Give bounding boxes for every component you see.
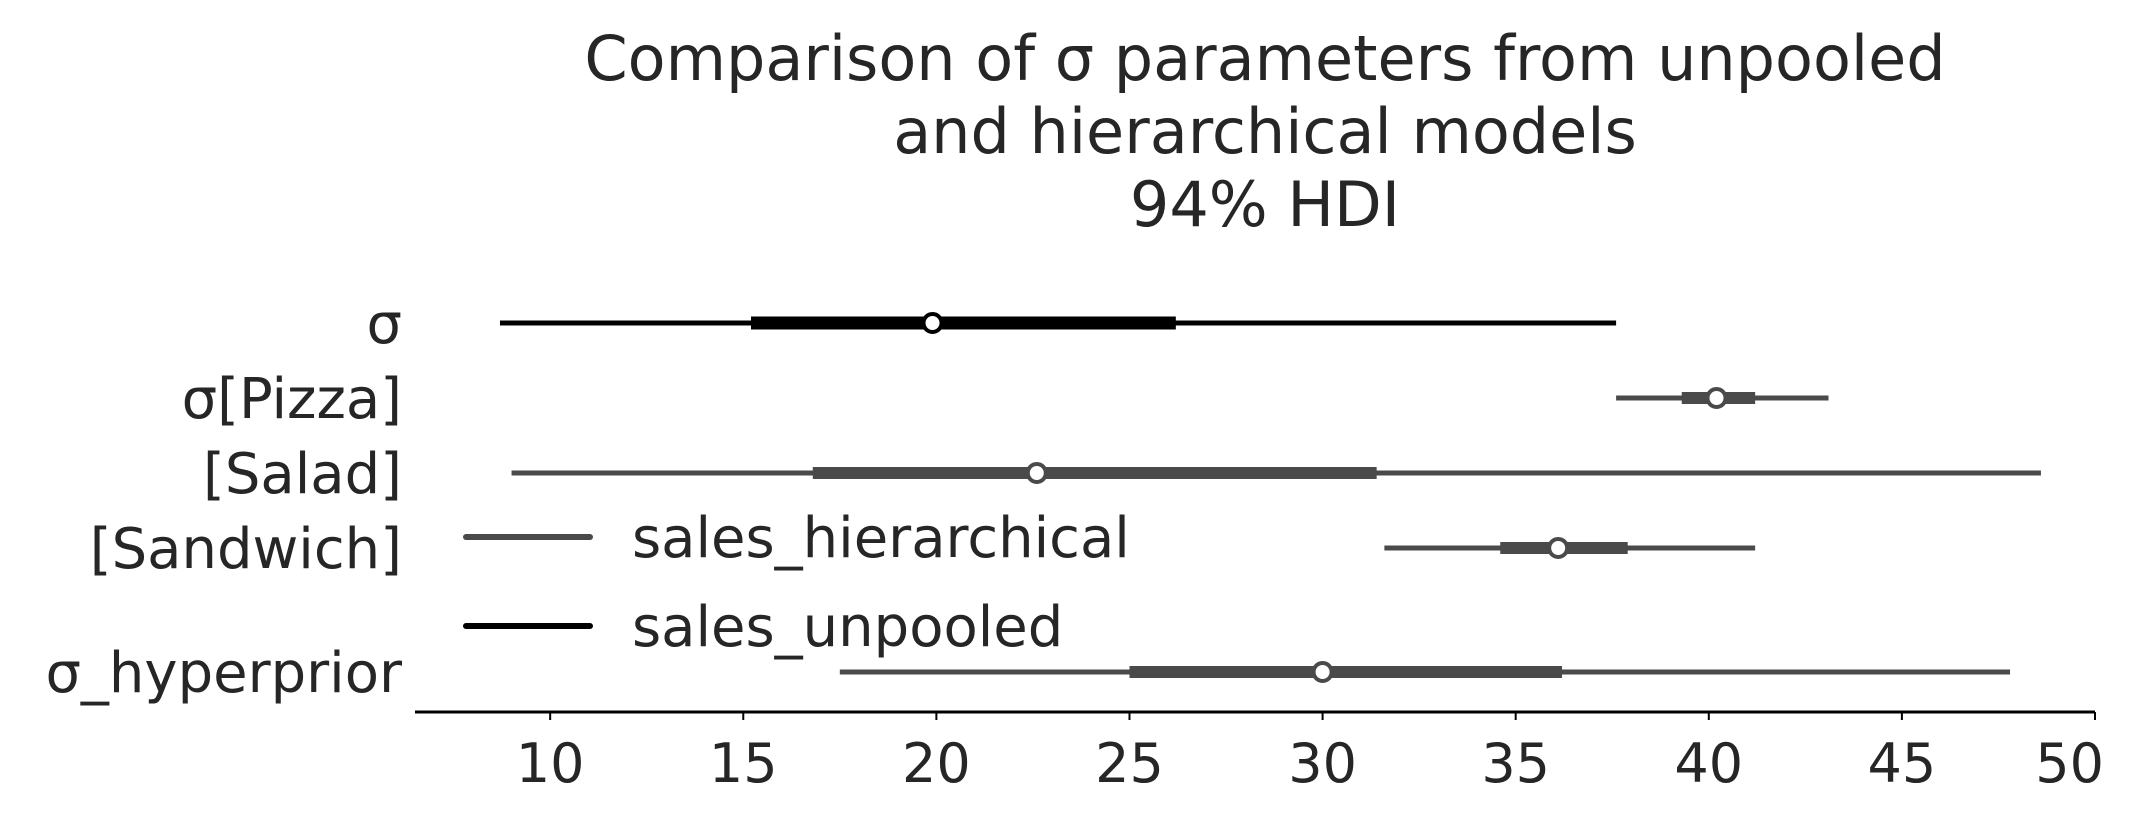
title-line-2: and hierarchical models bbox=[893, 95, 1637, 168]
row-label-hyperprior-4: σ_hyperprior bbox=[45, 641, 403, 706]
x-tick-50: 50 bbox=[2035, 712, 2104, 795]
point-estimate-sigma-0 bbox=[921, 312, 944, 334]
point-estimate-hyperprior-4 bbox=[1311, 661, 1334, 683]
x-tick-20: 20 bbox=[902, 712, 971, 795]
x-tick-label-20: 20 bbox=[902, 732, 971, 795]
x-axis-ticks: 10 15 20 25 30 35 40 45 50 bbox=[516, 712, 2104, 795]
x-tick-label-25: 25 bbox=[1095, 732, 1164, 795]
x-tick-label-30: 30 bbox=[1288, 732, 1357, 795]
point-estimate-pizza-1 bbox=[1705, 387, 1728, 409]
x-tick-35: 35 bbox=[1481, 712, 1550, 795]
x-tick-label-45: 45 bbox=[1868, 732, 1937, 795]
row-pizza-1: σ[Pizza] bbox=[182, 367, 1829, 432]
row-label-sandwich-3: [Sandwich] bbox=[90, 517, 402, 582]
row-sigma-0: σ bbox=[367, 292, 1617, 357]
row-label-pizza-1: σ[Pizza] bbox=[182, 367, 402, 432]
row-hyperprior-4: σ_hyperprior bbox=[45, 641, 2011, 706]
x-tick-label-35: 35 bbox=[1481, 732, 1550, 795]
legend-label-sales-hierarchical: sales_hierarchical bbox=[632, 506, 1130, 571]
x-tick-label-15: 15 bbox=[709, 732, 778, 795]
row-label-salad-2: [Salad] bbox=[203, 442, 402, 507]
chart-title: Comparison of σ parameters from unpooled… bbox=[584, 22, 1945, 241]
legend-label-sales-unpooled: sales_unpooled bbox=[632, 595, 1063, 660]
x-tick-15: 15 bbox=[709, 712, 778, 795]
x-tick-40: 40 bbox=[1674, 712, 1743, 795]
row-sandwich-3: [Sandwich] bbox=[90, 517, 1756, 582]
point-estimate-sandwich-3 bbox=[1547, 537, 1570, 559]
x-tick-30: 30 bbox=[1288, 712, 1357, 795]
title-line-1: Comparison of σ parameters from unpooled bbox=[584, 22, 1945, 95]
point-estimate-salad-2 bbox=[1025, 462, 1048, 484]
legend: sales_hierarchical sales_unpooled bbox=[463, 506, 1130, 660]
row-salad-2: [Salad] bbox=[203, 442, 2041, 507]
title-line-3: 94% HDI bbox=[1130, 168, 1400, 241]
forest-rows: σ σ[Pizza] [Salad] [Sandwich] σ_hyperprior bbox=[45, 292, 2041, 706]
x-tick-label-10: 10 bbox=[516, 732, 585, 795]
x-tick-label-50: 50 bbox=[2035, 732, 2104, 795]
x-tick-label-40: 40 bbox=[1674, 732, 1743, 795]
row-label-sigma-0: σ bbox=[367, 292, 403, 357]
x-tick-25: 25 bbox=[1095, 712, 1164, 795]
x-tick-45: 45 bbox=[1868, 712, 1937, 795]
x-tick-10: 10 bbox=[516, 712, 585, 795]
